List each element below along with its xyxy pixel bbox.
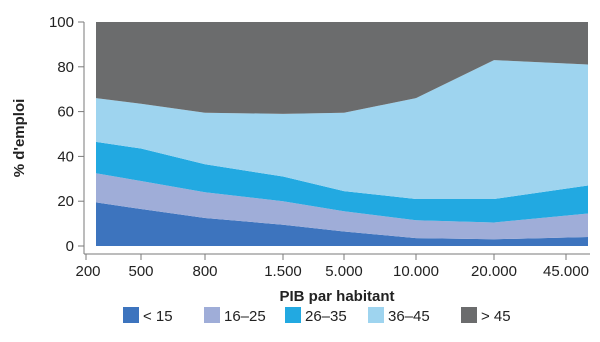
axes-layer [83,22,590,255]
y-tick-label: 100 [49,14,74,31]
y-tick-label: 0 [66,238,74,255]
x-tick-label: 800 [192,263,217,280]
legend-label-2: 26–35 [305,308,347,325]
legend-label-3: 36–45 [388,308,430,325]
x-tick-label: 20.000 [471,263,517,280]
area-series-0 [96,202,588,246]
x-tick-label: 500 [128,263,153,280]
x-ticks: 200 500 800 1.500 5.000 10.000 20.000 45.000 [75,254,589,280]
legend-swatch-3 [368,307,384,323]
areas-layer [96,22,588,246]
x-tick-label: 1.500 [264,263,302,280]
x-axis-label: PIB par habitant [279,288,394,305]
legend-label-4: > 45 [481,308,511,325]
x-tick-label: 200 [75,263,100,280]
y-axis-label: % d'emploi [11,99,28,178]
y-tick-label: 40 [57,148,74,165]
x-tick-label: 45.000 [543,263,589,280]
legend-swatch-0 [123,307,139,323]
y-tick-label: 20 [57,193,74,210]
legend: < 15 16–25 26–35 36–45 > 45 [123,307,511,325]
legend-label-0: < 15 [143,308,173,325]
legend-swatch-1 [204,307,220,323]
y-tick-label: 80 [57,59,74,76]
area-series-1 [96,173,588,240]
area-series-2 [96,141,588,223]
area-series-3 [96,60,588,199]
legend-swatch-2 [285,307,301,323]
area-series-4 [96,22,588,114]
y-tick-label: 60 [57,104,74,121]
y-ticks: 0 20 40 60 80 100 [49,14,84,255]
x-tick-label: 5.000 [325,263,363,280]
legend-swatch-4 [461,307,477,323]
legend-label-1: 16–25 [224,308,266,325]
x-tick-label: 10.000 [393,263,439,280]
